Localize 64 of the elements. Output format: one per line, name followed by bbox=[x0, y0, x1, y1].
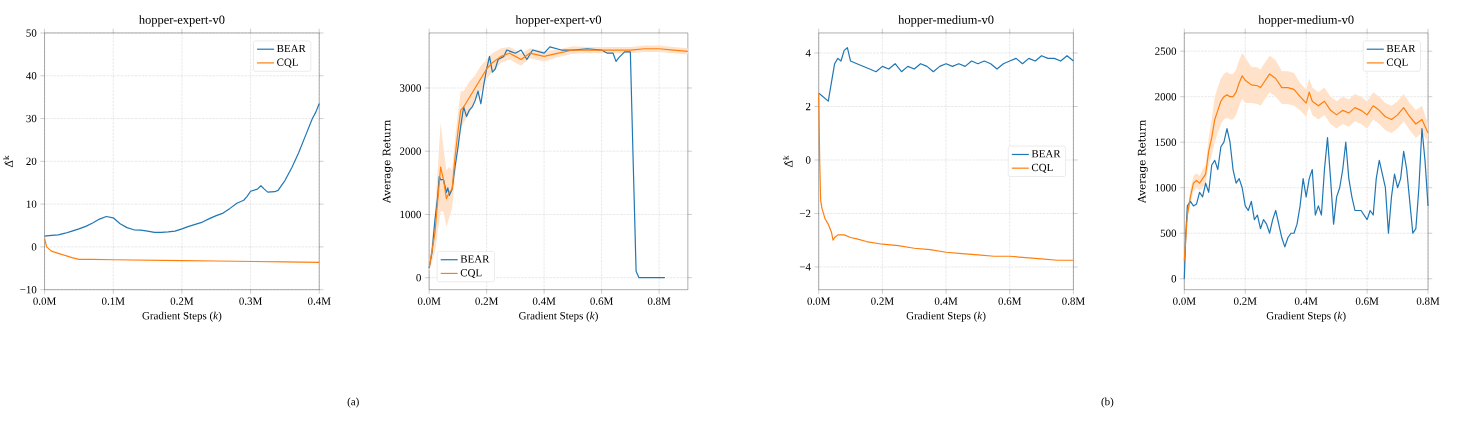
x-tick-label: 0.6M bbox=[1355, 297, 1379, 306]
x-tick-label: 0.1M bbox=[101, 297, 125, 306]
chart-title: hopper-expert-v0 bbox=[515, 15, 602, 27]
y-tick-label: 1500 bbox=[1155, 138, 1177, 147]
y-tick-label: 0 bbox=[31, 243, 37, 251]
x-tick-label: 0.8M bbox=[1416, 297, 1440, 306]
legend-label: BEAR bbox=[460, 255, 490, 263]
x-tick-label: 0.6M bbox=[998, 297, 1022, 306]
x-axis-title: Gradient Steps (k) bbox=[906, 311, 986, 322]
x-tick-label: 0.0M bbox=[417, 297, 441, 306]
x-tick-label: 0.8M bbox=[1062, 297, 1085, 306]
y-tick-label: 50 bbox=[26, 29, 37, 37]
legend-label: BEAR bbox=[1386, 45, 1416, 53]
x-tick-label: 0.0M bbox=[807, 297, 831, 306]
legend-label: BEAR bbox=[276, 45, 306, 53]
y-tick-label: 1000 bbox=[400, 210, 421, 219]
chart-title: hopper-medium-v0 bbox=[898, 15, 994, 27]
x-tick-label: 0.2M bbox=[871, 297, 894, 306]
y-tick-label: 1000 bbox=[1155, 184, 1177, 192]
y-axis-title: Δ̂$^{k}$ bbox=[782, 155, 793, 168]
y-tick-label: 0 bbox=[805, 156, 811, 164]
text: (a) bbox=[347, 397, 359, 408]
y-tick-label: 4 bbox=[805, 49, 811, 57]
y-axis-title: Average Return bbox=[1137, 120, 1148, 204]
y-tick-label: 30 bbox=[26, 115, 37, 123]
x-tick-label: 0.2M bbox=[1233, 297, 1257, 306]
y-tick-label: 10 bbox=[26, 200, 37, 209]
x-tick-label: 0.6M bbox=[590, 297, 613, 306]
x-tick-label: 0.0M bbox=[33, 297, 56, 306]
x-tick-label: 0.2M bbox=[170, 297, 194, 306]
y-tick-label: 0 bbox=[416, 274, 421, 282]
legend-label: BEAR bbox=[1031, 150, 1061, 158]
y-tick-label: −4 bbox=[799, 263, 811, 271]
y-tick-label: 2000 bbox=[399, 147, 421, 156]
legend-label: CQL bbox=[277, 58, 298, 68]
y-tick-label: −2 bbox=[799, 210, 811, 218]
text: (b) bbox=[1101, 397, 1114, 408]
x-axis-title: Gradient Steps (k) bbox=[519, 311, 598, 322]
x-tick-label: 0.4M bbox=[307, 297, 331, 306]
y-axis-title: Average Return bbox=[382, 120, 393, 204]
legend-label: CQL bbox=[1386, 58, 1408, 68]
y-tick-label: 2500 bbox=[1155, 47, 1177, 56]
chart-title: hopper-medium-v0 bbox=[1258, 15, 1354, 27]
x-axis-title: Gradient Steps (k) bbox=[142, 311, 222, 322]
x-tick-label: 0.8M bbox=[647, 297, 671, 306]
legend-label: CQL bbox=[1031, 164, 1053, 174]
x-tick-label: 0.0M bbox=[1173, 297, 1196, 306]
x-tick-label: 0.4M bbox=[532, 297, 556, 306]
legend-label: CQL bbox=[460, 269, 482, 279]
x-tick-label: 0.4M bbox=[1294, 297, 1318, 306]
x-tick-label: 0.4M bbox=[934, 297, 958, 306]
x-axis-title: Gradient Steps (k) bbox=[1266, 311, 1346, 322]
y-tick-label: 0 bbox=[1171, 275, 1177, 283]
chart-title: hopper-expert-v0 bbox=[138, 15, 225, 27]
y-tick-label: 2000 bbox=[1155, 93, 1177, 101]
y-tick-label: 20 bbox=[26, 157, 37, 166]
x-tick-label: 0.3M bbox=[239, 297, 262, 306]
y-tick-label: −10 bbox=[20, 286, 37, 294]
y-axis-title: Δ̂$^{k}$ bbox=[3, 155, 13, 168]
y-tick-label: 2 bbox=[805, 103, 811, 111]
y-tick-label: 500 bbox=[1160, 229, 1177, 238]
y-tick-label: 3000 bbox=[400, 84, 421, 92]
x-tick-label: 0.2M bbox=[475, 297, 499, 306]
y-tick-label: 40 bbox=[26, 72, 37, 80]
